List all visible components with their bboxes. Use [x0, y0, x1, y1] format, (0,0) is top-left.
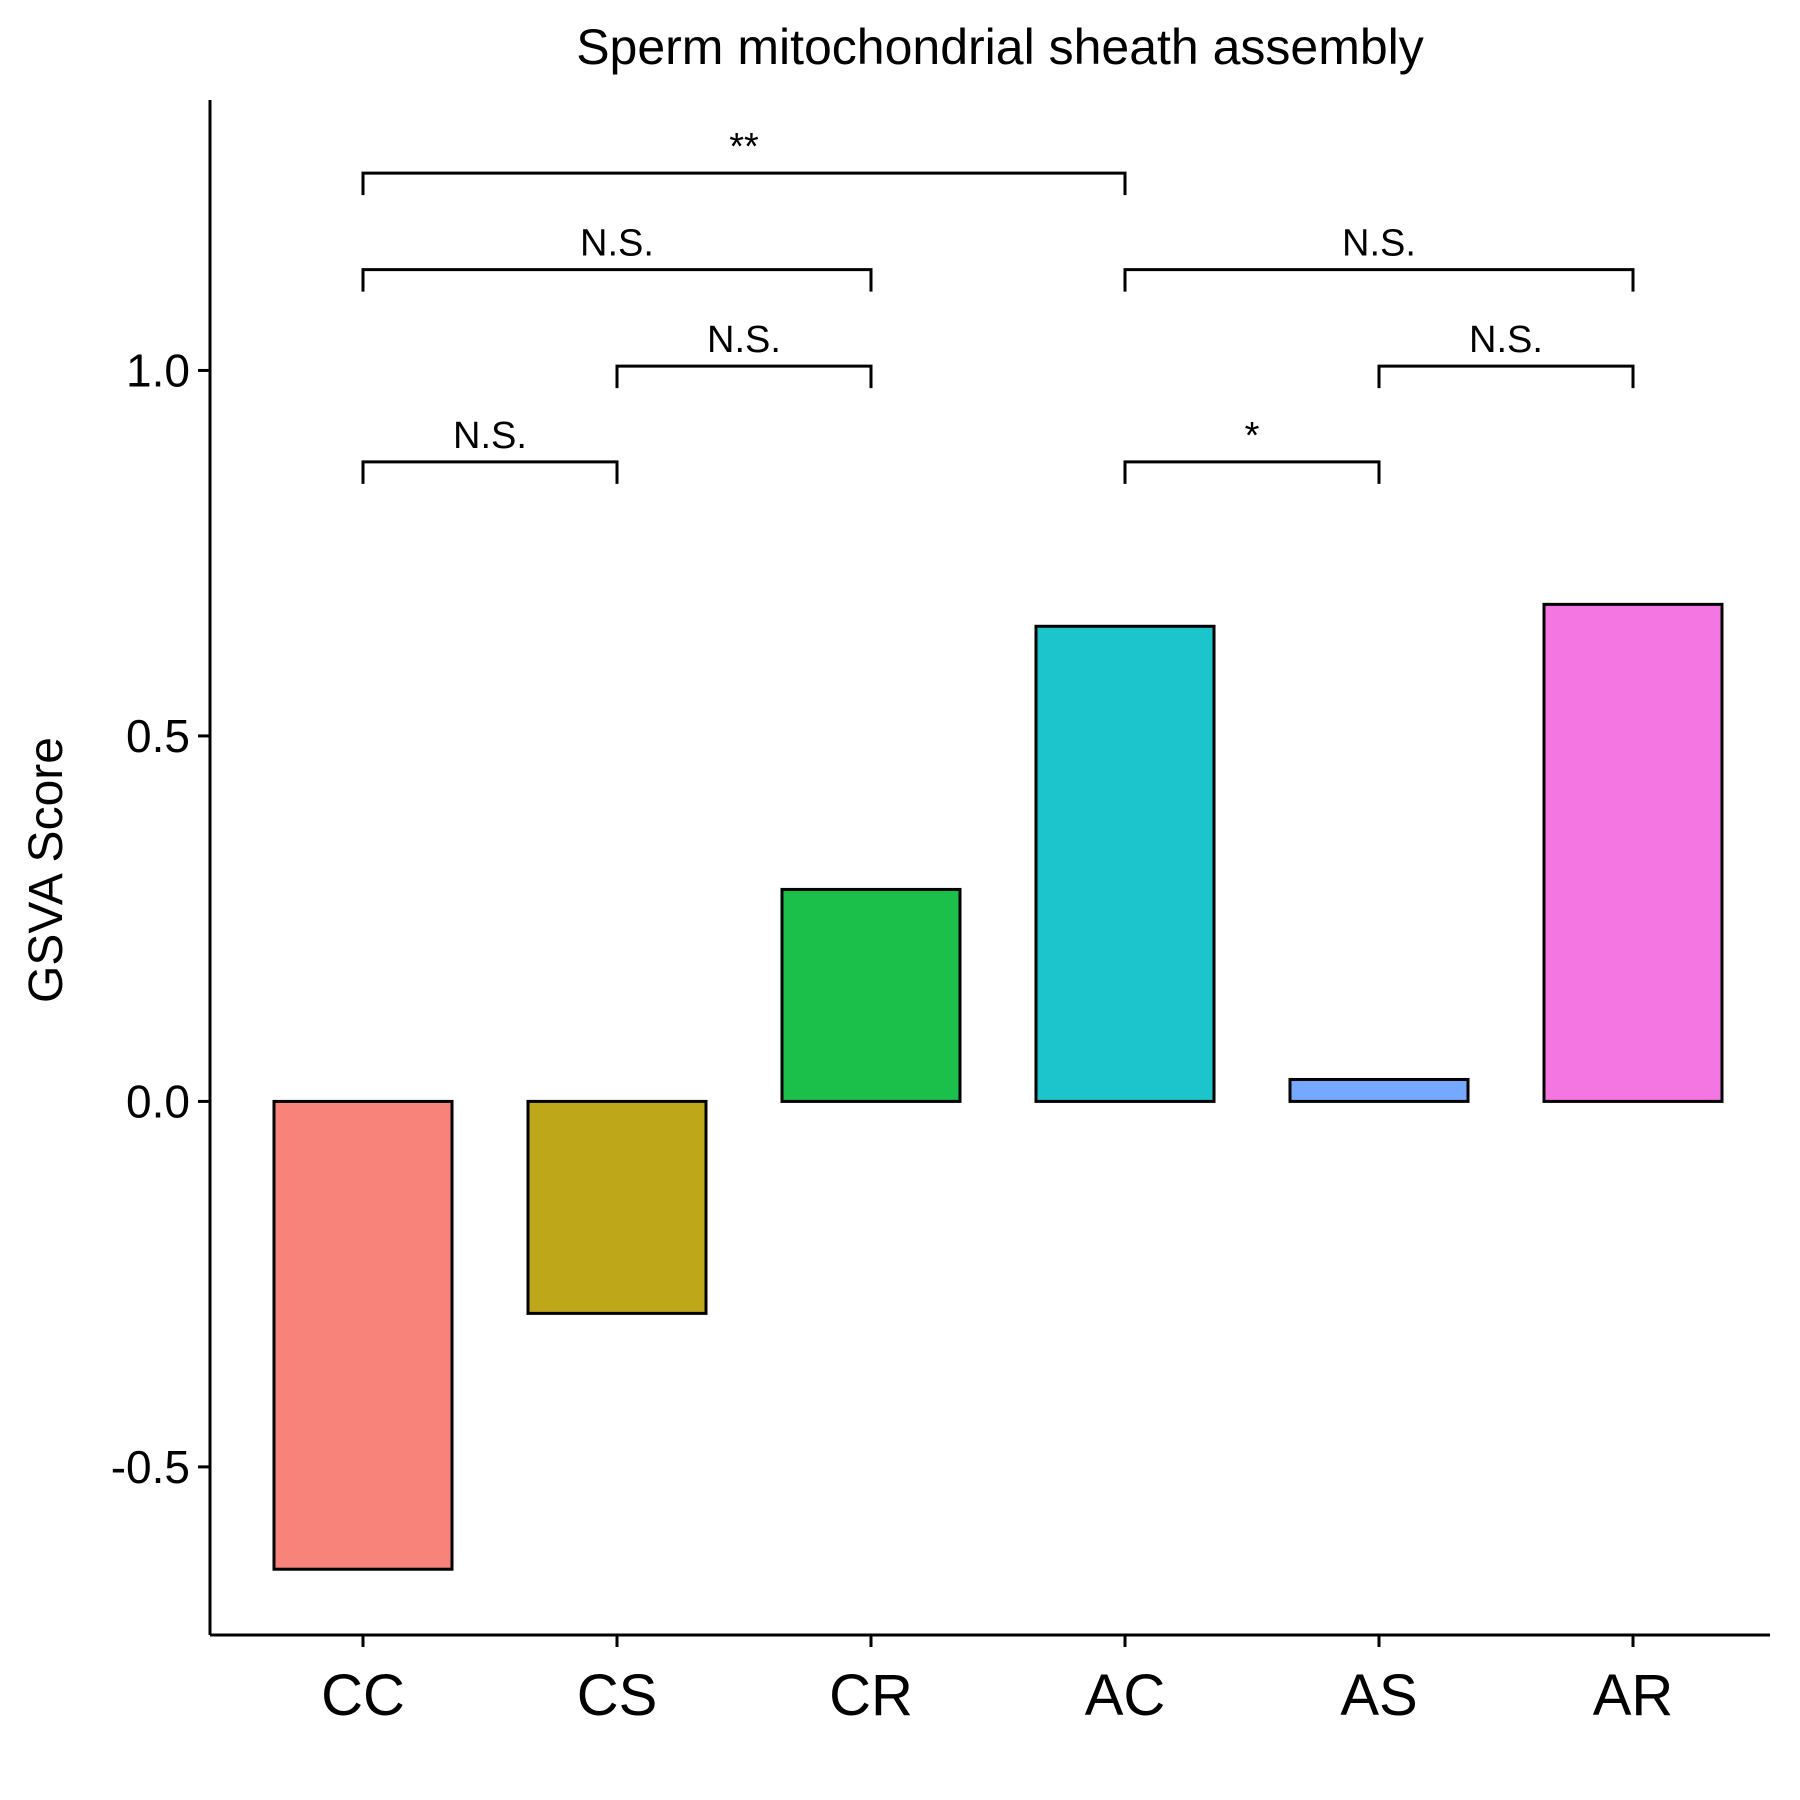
y-tick-label: 0.5 — [126, 710, 190, 762]
significance-label: ** — [729, 126, 759, 168]
significance-bracket — [361, 460, 619, 484]
significance-brackets: N.S.N.S.N.S.***N.S.N.S. — [361, 126, 1635, 484]
y-tick-label: 0.0 — [126, 1075, 190, 1127]
significance-bracket — [1377, 364, 1635, 389]
y-tick-label: -0.5 — [111, 1441, 190, 1493]
significance-label: N.S. — [453, 415, 527, 457]
significance-label: N.S. — [580, 223, 654, 265]
bar-cr — [780, 887, 962, 1103]
significance-bracket — [361, 171, 1127, 196]
significance-label: N.S. — [1342, 223, 1416, 265]
x-tick-label: AS — [1340, 1663, 1417, 1728]
x-tick-label: CS — [577, 1663, 658, 1728]
chart-title: Sperm mitochondrial sheath assembly — [576, 19, 1424, 75]
significance-bracket — [361, 268, 873, 292]
bars-group — [272, 602, 1724, 1571]
bar-cc — [272, 1099, 454, 1571]
significance-bracket — [1123, 460, 1381, 484]
bar-ar — [1542, 602, 1724, 1103]
x-tick-label: AC — [1085, 1663, 1166, 1728]
significance-bracket — [1123, 268, 1635, 292]
significance-label: N.S. — [707, 319, 781, 361]
y-axis-label: GSVA Score — [20, 737, 73, 1003]
significance-label: N.S. — [1469, 319, 1543, 361]
x-tick-label: CC — [321, 1663, 405, 1728]
x-tick-label: CR — [829, 1663, 913, 1728]
y-tick-label: 1.0 — [126, 344, 190, 396]
y-axis: -0.5 0.0 0.5 1.0 — [111, 100, 212, 1635]
bar-cs — [526, 1099, 708, 1315]
x-tick-label: AR — [1593, 1663, 1674, 1728]
bar-ac — [1034, 624, 1216, 1103]
significance-label: * — [1245, 415, 1260, 457]
bar-as — [1288, 1077, 1470, 1103]
significance-bracket — [615, 364, 873, 389]
x-axis: CC CS CR AC AS AR — [210, 1633, 1770, 1728]
